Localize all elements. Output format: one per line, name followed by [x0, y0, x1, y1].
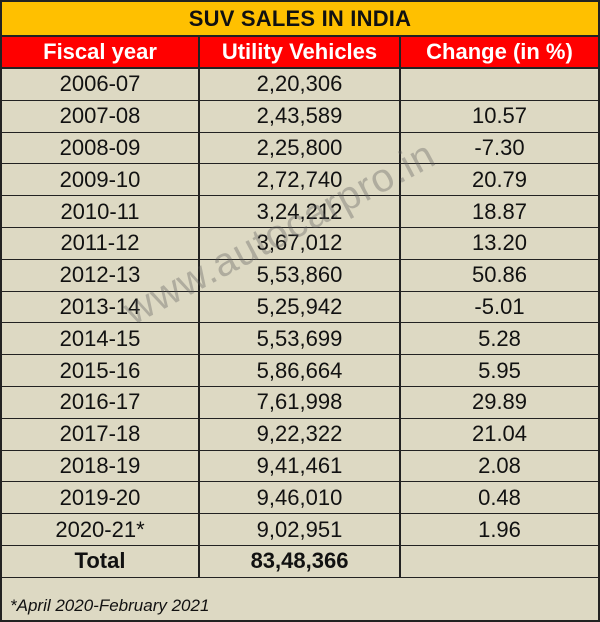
utility-vehicles-cell: 2,20,306 [200, 69, 401, 100]
fiscal-year-cell: 2013-14 [2, 291, 200, 323]
utility-vehicles-cell: 3,67,012 [200, 227, 401, 259]
fiscal-year-cell: Total [2, 545, 200, 577]
change-cell: 20.79 [471, 166, 528, 192]
table-row: 2009-10 2,72,740 20.79 [2, 164, 598, 197]
change-cell: 29.89 [471, 389, 528, 415]
fiscal-year-cell: 2010-11 [2, 196, 200, 227]
fiscal-year-cell: 2018-19 [2, 450, 200, 482]
change-cell: -7.30 [474, 134, 525, 160]
table-row: 2010-11 3,24,212 18.87 [2, 196, 598, 228]
fiscal-year-cell: 2019-20 [2, 482, 200, 514]
change-cell: 5.28 [478, 325, 521, 351]
footnote: *April 2020-February 2021 [10, 596, 210, 615]
fiscal-year-cell: 2014-15 [2, 323, 200, 355]
utility-vehicles-cell: 2,43,589 [200, 100, 401, 132]
utility-vehicles-cell: 5,86,664 [200, 355, 401, 386]
table-header: Fiscal year Utility Vehicles Change (in … [2, 37, 598, 69]
table-body: 2006-07 2,20,306 2007-08 2,43,589 10.57 2008-… [2, 69, 598, 578]
change-cell: 50.86 [471, 262, 528, 288]
utility-vehicles-cell: 9,22,322 [200, 418, 401, 450]
utility-vehicles-cell: 2,25,800 [200, 132, 401, 164]
table-row: 2018-19 9,41,461 2.08 [2, 450, 598, 483]
change-cell: 0.48 [478, 484, 521, 510]
total-row: Total 83,48,366 [2, 545, 598, 578]
header-utility-vehicles: Utility Vehicles [200, 37, 401, 67]
header-change: Change (in %) [426, 39, 573, 64]
header-fiscal-year: Fiscal year [2, 37, 200, 67]
fiscal-year-cell: 2007-08 [2, 100, 200, 132]
utility-vehicles-cell: 83,48,366 [200, 545, 401, 577]
table-row: 2017-18 9,22,322 21.04 [2, 418, 598, 451]
utility-vehicles-cell: 3,24,212 [200, 196, 401, 227]
table-row: 2007-08 2,43,589 10.57 [2, 100, 598, 133]
utility-vehicles-cell: 5,53,699 [200, 323, 401, 355]
change-cell: 10.57 [471, 103, 528, 129]
utility-vehicles-cell: 2,72,740 [200, 164, 401, 196]
utility-vehicles-cell: 9,41,461 [200, 450, 401, 482]
fiscal-year-cell: 2020-21* [2, 514, 200, 545]
utility-vehicles-cell: 5,25,942 [200, 291, 401, 323]
table-row: 2011-12 3,67,012 13.20 [2, 227, 598, 260]
table-row: 2013-14 5,25,942 -5.01 [2, 291, 598, 324]
fiscal-year-cell: 2012-13 [2, 259, 200, 291]
fiscal-year-cell: 2009-10 [2, 164, 200, 196]
utility-vehicles-cell: 9,02,951 [200, 514, 401, 545]
change-cell: 21.04 [471, 421, 528, 447]
table-row: 2014-15 5,53,699 5.28 [2, 323, 598, 356]
table-row: 2015-16 5,86,664 5.95 [2, 355, 598, 387]
change-cell: -5.01 [474, 293, 525, 319]
change-cell: 13.20 [471, 230, 528, 256]
table-title: SUV SALES IN INDIA [2, 2, 598, 37]
table-row: 2006-07 2,20,306 [2, 69, 598, 101]
fiscal-year-cell: 2011-12 [2, 227, 200, 259]
table-row: 2016-17 7,61,998 29.89 [2, 386, 598, 419]
table-row: 2008-09 2,25,800 -7.30 [2, 132, 598, 165]
fiscal-year-cell: 2016-17 [2, 386, 200, 418]
table-row: 2019-20 9,46,010 0.48 [2, 482, 598, 515]
fiscal-year-cell: 2017-18 [2, 418, 200, 450]
change-cell [401, 69, 598, 100]
fiscal-year-cell: 2006-07 [2, 69, 200, 100]
fiscal-year-cell: 2015-16 [2, 355, 200, 386]
table-row: 2020-21* 9,02,951 1.96 [2, 514, 598, 546]
utility-vehicles-cell: 7,61,998 [200, 386, 401, 418]
fiscal-year-cell: 2008-09 [2, 132, 200, 164]
change-cell: 5.95 [478, 357, 521, 383]
change-cell: 2.08 [478, 452, 521, 478]
change-cell: 18.87 [471, 198, 528, 224]
change-cell: 1.96 [478, 516, 521, 542]
utility-vehicles-cell: 9,46,010 [200, 482, 401, 514]
change-cell [401, 546, 598, 577]
table-row: 2012-13 5,53,860 50.86 [2, 259, 598, 292]
utility-vehicles-cell: 5,53,860 [200, 259, 401, 291]
